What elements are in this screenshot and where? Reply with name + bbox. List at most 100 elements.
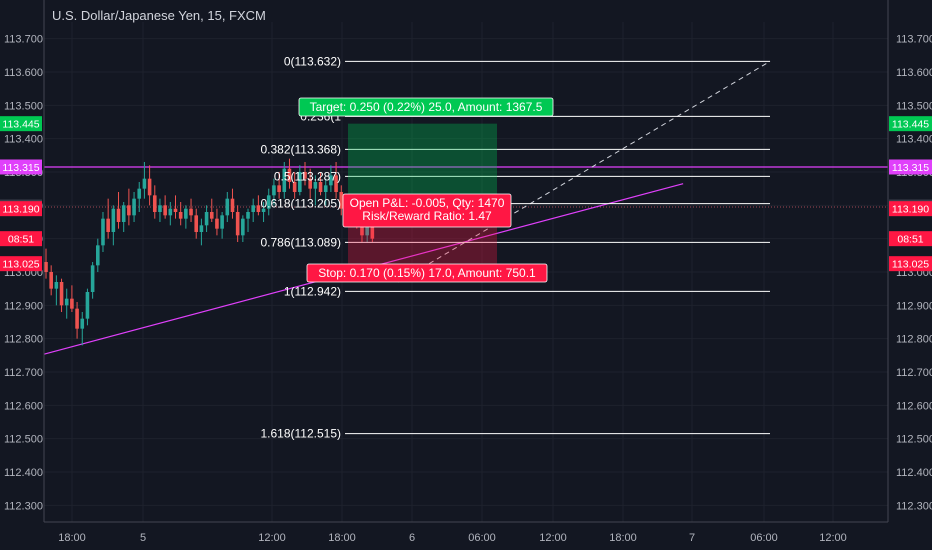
candle-body	[272, 185, 276, 196]
y-tick-right: 112.400	[896, 467, 932, 479]
price-badge-left-text: 113.315	[2, 162, 39, 174]
candle-body	[116, 208, 121, 222]
candle-body	[152, 195, 157, 212]
candle-body	[111, 208, 116, 232]
y-tick-right: 112.700	[896, 367, 932, 379]
candle-body	[132, 198, 136, 216]
grid	[44, 22, 888, 522]
x-tick: 5	[140, 532, 146, 544]
price-badge-left-text: 113.190	[2, 204, 39, 216]
price-badge-right-bg	[889, 116, 932, 132]
price-badge-right-bg	[889, 231, 932, 247]
candles	[44, 158, 375, 346]
candle-body	[184, 208, 188, 219]
y-tick-left: 112.900	[4, 300, 43, 312]
candle-body	[256, 205, 261, 212]
candle-body	[147, 178, 152, 196]
candle-body	[251, 205, 255, 212]
candle-body	[246, 212, 250, 219]
candle-body	[266, 195, 271, 209]
x-tick: 12:00	[819, 532, 847, 544]
x-tick: 7	[689, 532, 695, 544]
candle-body	[277, 185, 281, 192]
candle-body	[142, 178, 147, 189]
y-tick-right: 112.500	[896, 434, 932, 446]
candle-body	[178, 212, 183, 219]
target-label-box	[298, 97, 554, 117]
price-badge-right-text: 08:51	[897, 234, 923, 246]
candle-body	[121, 205, 126, 222]
y-tick-left: 112.800	[4, 334, 43, 346]
candle-body	[230, 198, 235, 212]
price-badge-left-bg	[0, 159, 42, 175]
y-tick-left: 112.600	[4, 400, 43, 412]
candle-body	[80, 318, 85, 329]
candle-body	[370, 225, 375, 239]
candle-body	[158, 205, 162, 212]
candle-body	[163, 205, 167, 216]
stop-label-box	[306, 263, 548, 283]
candle-body	[303, 172, 307, 179]
candle-body	[298, 172, 302, 192]
candle-body	[339, 192, 344, 209]
candle-body	[127, 205, 131, 216]
x-tick: 06:00	[750, 532, 778, 544]
price-badge-right-bg	[889, 201, 932, 217]
y-tick-right: 112.300	[896, 500, 932, 512]
candle-body	[96, 245, 100, 266]
left-axis-bg	[0, 0, 44, 550]
y-tick-left: 113.400	[4, 134, 43, 146]
y-tick-left: 112.400	[4, 467, 43, 479]
candle-body	[54, 282, 59, 289]
candle-body	[292, 182, 297, 192]
candle-body	[313, 182, 318, 189]
candle-body	[168, 208, 173, 216]
pnl-label-text: Open P&L: -0.005, Qty: 1470	[350, 196, 505, 210]
fib-label: 0.5(113.287)	[274, 169, 341, 183]
price-badge-right-text: 113.315	[892, 162, 929, 174]
bottom-axis-bg	[0, 522, 932, 550]
fib-label: 0(113.632)	[284, 54, 341, 68]
fib-label: 0.786(113.089)	[260, 235, 341, 249]
candle-body	[101, 218, 105, 246]
y-tick-left: 113.500	[4, 100, 43, 112]
y-tick-right: 112.600	[896, 400, 932, 412]
y-tick-right: 113.700	[896, 34, 932, 46]
candle-body	[64, 298, 69, 306]
candle-body	[59, 282, 64, 306]
candle-body	[204, 212, 209, 226]
target-zone	[348, 123, 497, 207]
y-tick-right: 113.600	[896, 67, 932, 79]
candle-body	[90, 265, 95, 292]
y-tick-left: 112.700	[4, 367, 43, 379]
position-tool: Target: 0.250 (0.22%) 25.0, Amount: 1367…	[298, 97, 554, 283]
x-tick: 06:00	[468, 532, 496, 544]
y-tick-right: 113.500	[896, 100, 932, 112]
candle-body	[235, 212, 240, 236]
candle-body	[365, 225, 369, 236]
fib-label: 1.618(112.515)	[260, 427, 341, 441]
price-badge-left-bg	[0, 201, 42, 217]
y-tick-left: 113.700	[4, 34, 43, 46]
x-tick: 12:00	[258, 532, 286, 544]
fib-label: 0.618(113.205)	[260, 197, 341, 211]
price-badge-right-text: 113.445	[892, 119, 929, 131]
fib-label: 0.382(113.368)	[260, 142, 341, 156]
candle-body	[44, 262, 48, 272]
y-tick-right: 112.800	[896, 334, 932, 346]
candle-body	[241, 218, 245, 236]
y-tick-left: 112.300	[4, 500, 43, 512]
y-tick-left: 112.500	[4, 434, 43, 446]
candle-body	[287, 168, 292, 182]
x-tick: 12:00	[539, 532, 567, 544]
candle-body	[194, 215, 199, 232]
candle-body	[137, 188, 142, 199]
candle-body	[220, 215, 224, 229]
price-badge-left-bg	[0, 116, 42, 132]
target-label-text: Target: 0.250 (0.22%) 25.0, Amount: 1367…	[310, 100, 543, 114]
price-badge-left-text: 08:51	[8, 234, 34, 246]
candle-body	[189, 208, 193, 216]
candle-body	[75, 308, 79, 329]
candle-body	[85, 292, 90, 319]
